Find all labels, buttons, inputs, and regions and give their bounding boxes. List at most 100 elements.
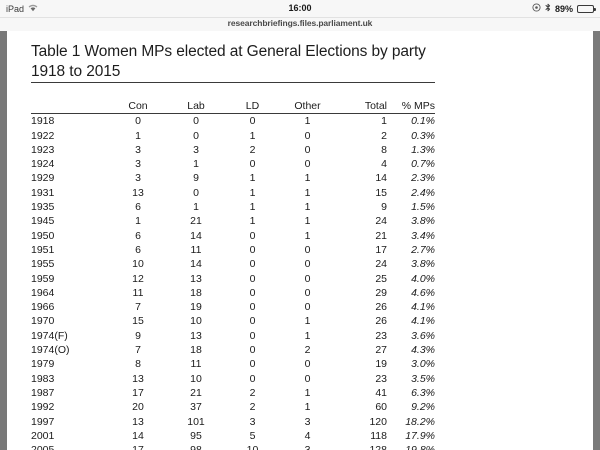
rotation-lock-icon — [532, 3, 541, 14]
cell-lab: 101 — [187, 415, 205, 428]
battery-icon — [577, 4, 596, 13]
battery-percent-label: 89% — [554, 3, 573, 14]
cell-pct-mps: 0.1% — [411, 115, 435, 128]
table-top-rule — [31, 82, 435, 83]
cell-pct-mps: 3.6% — [411, 329, 435, 342]
cell-lab: 13 — [190, 272, 202, 285]
cell-year: 1955 — [31, 258, 55, 271]
table-row: 1923 3 3 2 0 8 1.3% — [31, 143, 435, 157]
cell-year: 1964 — [31, 286, 55, 299]
cell-ld: 0 — [249, 272, 256, 285]
cell-year: 2005 — [31, 443, 109, 450]
cell-pct-mps: 2.7% — [411, 243, 435, 256]
cell-ld: 0 — [249, 344, 256, 357]
cell-year: 1923 — [31, 143, 55, 156]
table-row: 1997 13 101 3 3 120 18.2% — [31, 415, 435, 429]
women-mps-table: Con Lab LD Other Total % MPs 1918 0 0 0 1 1 0.… — [31, 99, 435, 450]
cell-pct-mps: 3.8% — [411, 215, 435, 228]
cell-pct-mps: 1.5% — [411, 201, 435, 214]
cell-con: 10 — [132, 258, 144, 271]
cell-total: 26 — [375, 315, 387, 328]
table-row: 1931 13 0 1 1 15 2.4% — [31, 186, 435, 200]
cell-con: 17 — [132, 386, 144, 399]
cell-other: 1 — [304, 201, 311, 214]
cell-lab: 11 — [190, 358, 202, 371]
table-row: 1924 3 1 0 0 4 0.7% — [31, 157, 435, 171]
cell-other: 0 — [304, 358, 311, 371]
cell-year: 1992 — [31, 401, 55, 414]
cell-other: 0 — [304, 129, 311, 142]
cell-other: 1 — [304, 172, 311, 185]
cell-pct-mps: 17.9% — [405, 429, 435, 442]
cell-pct-mps: 3.5% — [411, 372, 435, 385]
cell-total: 21 — [375, 229, 387, 242]
ios-status-bar: iPad 16:00 89% — [0, 0, 600, 18]
cell-pct-mps: 18.2% — [405, 415, 435, 428]
cell-other: 1 — [304, 401, 311, 414]
column-header-lab: Lab — [167, 99, 225, 115]
cell-con: 12 — [132, 272, 144, 285]
cell-other: 3 — [304, 415, 311, 428]
table-row: 1987 17 21 2 1 41 6.3% — [31, 386, 435, 400]
cell-pct-mps: 0.7% — [411, 158, 435, 171]
table-header: Con Lab LD Other Total % MPs — [31, 99, 435, 115]
cell-con: 6 — [135, 229, 141, 242]
cell-year: 1974(F) — [31, 329, 68, 342]
table-row: 1950 6 14 0 1 21 3.4% — [31, 229, 435, 243]
table-row: 1992 20 37 2 1 60 9.2% — [31, 400, 435, 414]
cell-lab: 21 — [190, 386, 202, 399]
cell-year: 1979 — [31, 358, 55, 371]
table-header-row: Con Lab LD Other Total % MPs — [31, 99, 435, 115]
table-row: 1918 0 0 0 1 1 0.1% — [31, 114, 435, 129]
cell-other: 1 — [304, 329, 311, 342]
status-bar-center: 16:00 — [0, 0, 600, 17]
table-row: 1966 7 19 0 0 26 4.1% — [31, 300, 435, 314]
cell-other: 0 — [304, 272, 311, 285]
cell-year: 1924 — [31, 158, 55, 171]
cell-ld: 0 — [249, 229, 256, 242]
cell-other: 0 — [304, 301, 311, 314]
cell-other: 1 — [304, 315, 311, 328]
table-row: 1945 1 21 1 1 24 3.8% — [31, 214, 435, 228]
cell-total: 24 — [375, 215, 387, 228]
cell-total: 15 — [375, 186, 387, 199]
cell-ld: 0 — [249, 301, 256, 314]
pdf-viewer[interactable]: Table 1 Women MPs elected at General Ele… — [0, 31, 600, 450]
column-header-total: Total — [335, 99, 387, 115]
table-row: 1922 1 0 1 0 2 0.3% — [31, 129, 435, 143]
cell-ld: 2 — [249, 386, 256, 399]
cell-year: 1951 — [31, 243, 55, 256]
cell-year: 1983 — [31, 372, 55, 385]
cell-ld: 0 — [249, 358, 256, 371]
table-row: 1964 11 18 0 0 29 4.6% — [31, 286, 435, 300]
cell-pct-mps: 4.6% — [411, 286, 435, 299]
cell-lab: 11 — [190, 243, 202, 256]
cell-con: 9 — [135, 329, 141, 342]
cell-con: 13 — [132, 372, 144, 385]
page-url-label: researchbriefings.files.parliament.uk — [0, 18, 600, 31]
cell-lab: 0 — [193, 129, 199, 142]
table-row: 1955 10 14 0 0 24 3.8% — [31, 257, 435, 271]
cell-total: 23 — [375, 329, 387, 342]
table-row: 1951 6 11 0 0 17 2.7% — [31, 243, 435, 257]
cell-pct-mps: 1.3% — [411, 143, 435, 156]
cell-lab: 13 — [190, 329, 202, 342]
table-row: 1974(O) 7 18 0 2 27 4.3% — [31, 343, 435, 357]
cell-ld: 1 — [249, 201, 256, 214]
cell-con: 7 — [135, 301, 141, 314]
cell-other: 1 — [304, 229, 311, 242]
cell-year: 1931 — [31, 186, 55, 199]
cell-ld: 0 — [249, 372, 256, 385]
cell-con: 15 — [132, 315, 144, 328]
cell-total: 9 — [381, 201, 387, 214]
cell-ld: 2 — [249, 143, 256, 156]
cell-pct-mps: 3.8% — [411, 258, 435, 271]
cell-lab: 1 — [193, 201, 199, 214]
column-header-pct-mps: % MPs — [387, 99, 435, 115]
status-bar-left: iPad — [6, 4, 38, 14]
column-header-con: Con — [109, 99, 167, 115]
cell-ld: 1 — [249, 186, 256, 199]
table-row: 1929 3 9 1 1 14 2.3% — [31, 171, 435, 185]
cell-lab: 1 — [193, 158, 199, 171]
cell-con: 11 — [132, 286, 144, 299]
